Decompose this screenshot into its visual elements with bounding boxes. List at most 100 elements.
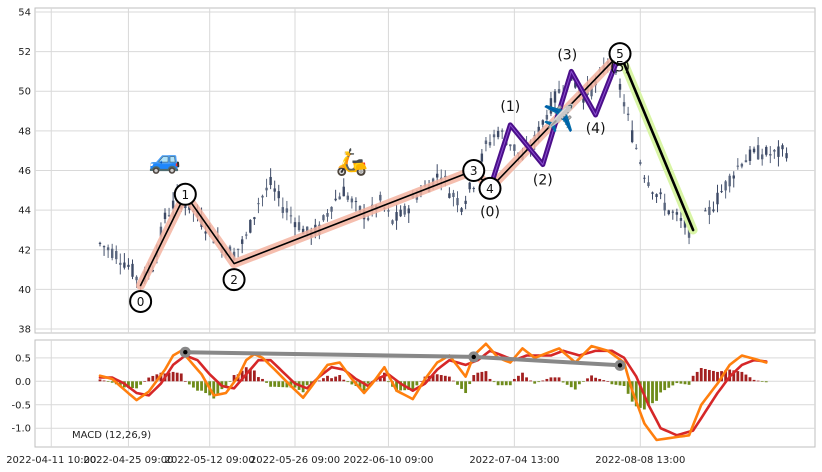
macd-histogram-bar xyxy=(703,368,707,382)
candle-body xyxy=(261,195,264,198)
candle-body xyxy=(460,208,463,212)
candle-body xyxy=(456,198,459,206)
macd-histogram-bar xyxy=(732,370,736,382)
x-tick-label: 2022-04-11 10:00 xyxy=(6,455,96,466)
macd-histogram-bar xyxy=(760,381,764,382)
macd-ytick-label: 0.0 xyxy=(15,377,31,388)
candle-body xyxy=(626,113,630,116)
macd-histogram-bar xyxy=(716,371,719,382)
candle-body xyxy=(773,149,776,152)
macd-histogram-bar xyxy=(707,369,711,382)
macd-histogram-bar xyxy=(699,368,703,382)
macd-histogram-bar xyxy=(647,381,650,406)
macd-histogram-bar xyxy=(561,381,565,383)
macd-histogram-bar xyxy=(317,380,321,382)
candle-body xyxy=(131,263,134,277)
candle-body xyxy=(545,114,549,120)
candle-body xyxy=(273,188,276,192)
macd-histogram-bar xyxy=(671,381,675,386)
macd-histogram-bar xyxy=(143,381,147,382)
candle-body xyxy=(614,70,618,73)
macd-histogram-bar xyxy=(439,375,443,382)
candle-body xyxy=(249,219,252,233)
candle-body xyxy=(639,162,642,164)
elliott-main-label: 2 xyxy=(230,273,238,287)
candle-body xyxy=(509,144,512,147)
drop-line xyxy=(618,52,695,232)
candle-body xyxy=(748,149,752,161)
price-panel: 38 40 42 44 46 48 50 52 54 0 1 2 34 5 (0) (1) (2) (3) (4) (… xyxy=(18,7,816,336)
candle-body xyxy=(663,202,666,211)
macd-histogram-bar xyxy=(651,381,654,404)
elliott-sub-label: (0) xyxy=(480,204,500,220)
candle-body xyxy=(464,200,467,204)
macd-histogram-bar xyxy=(110,381,114,383)
candle-body xyxy=(119,262,122,265)
price-ytick-label: 40 xyxy=(18,285,31,296)
macd-histogram-bar xyxy=(553,377,557,382)
candle-body xyxy=(305,226,309,234)
elliott-main-label: 4 xyxy=(486,182,494,196)
candle-body xyxy=(785,153,788,159)
candle-body xyxy=(366,218,370,220)
macd-histogram-bar xyxy=(281,381,285,388)
macd-histogram-bar xyxy=(504,381,508,386)
macd-ytick-label: -0.5 xyxy=(11,400,31,411)
elliott-main-circle xyxy=(129,289,153,313)
candle-body xyxy=(651,192,654,194)
candle-body xyxy=(387,210,390,212)
candle-body xyxy=(752,148,756,153)
macd-histogram-bar xyxy=(216,381,220,394)
macd-histogram-bar xyxy=(517,375,520,382)
macd-histogram-bar xyxy=(118,381,122,386)
macd-histogram-bar xyxy=(691,375,695,382)
macd-histogram-bar xyxy=(744,374,748,382)
macd-histogram-bar xyxy=(102,380,106,382)
macd-histogram-bar xyxy=(431,375,435,382)
candle-body xyxy=(135,276,138,281)
price-ytick-label: 42 xyxy=(18,245,31,256)
macd-histogram-bar xyxy=(452,380,455,382)
elliott-main-label: 0 xyxy=(137,295,145,309)
macd-histogram-bar xyxy=(655,381,658,401)
macd-histogram-bar xyxy=(752,379,756,382)
candle-body xyxy=(395,212,398,221)
candle-body xyxy=(407,208,410,214)
candle-body xyxy=(297,222,301,231)
macd-histogram-bar xyxy=(334,376,338,382)
candle-body xyxy=(127,264,130,267)
candle-body xyxy=(683,220,687,228)
macd-histogram-bar xyxy=(663,381,667,391)
price-ytick-label: 54 xyxy=(18,7,31,18)
macd-histogram-bar xyxy=(476,372,480,382)
macd-histogram-bar xyxy=(464,381,468,394)
elliott-main-circle xyxy=(478,176,502,200)
candle-body xyxy=(330,206,333,212)
macd-histogram-bar xyxy=(695,371,699,382)
macd-histogram-bar xyxy=(127,381,130,388)
candle-body xyxy=(557,89,561,93)
candle-body xyxy=(123,262,126,268)
macd-divergence-point-center xyxy=(471,354,476,360)
elliott-main-circle xyxy=(173,182,197,206)
macd-histogram-bar xyxy=(200,381,203,391)
candle-body xyxy=(659,192,662,195)
macd-histogram-bar xyxy=(724,370,728,382)
macd-histogram-bar xyxy=(179,373,183,382)
candle-body xyxy=(326,213,329,217)
candle-body xyxy=(712,209,715,212)
macd-histogram-bar xyxy=(488,378,492,382)
candle-body xyxy=(403,205,406,215)
macd-histogram-bar xyxy=(338,375,342,382)
candle-body xyxy=(346,195,350,200)
macd-histogram-bar xyxy=(196,381,199,391)
x-tick-label: 2022-06-10 09:00 xyxy=(343,455,433,466)
macd-histogram-bar xyxy=(342,379,346,382)
macd-histogram-bar xyxy=(187,381,191,385)
macd-histogram-bar xyxy=(508,381,512,386)
macd-histogram-bar xyxy=(252,370,256,382)
macd-histogram-bar xyxy=(679,381,683,384)
candle-body xyxy=(708,206,711,215)
elliott-main-label: 5 xyxy=(616,47,624,61)
